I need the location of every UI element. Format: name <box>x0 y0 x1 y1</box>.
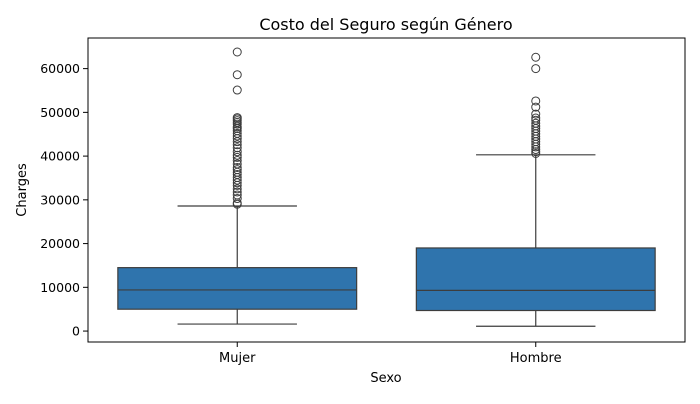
outlier-point <box>531 96 541 106</box>
outlier-point <box>232 199 242 209</box>
outlier-point <box>531 145 541 155</box>
y-tick-label: 50000 <box>40 105 80 120</box>
outlier-point <box>232 124 242 134</box>
outlier-point <box>232 152 242 162</box>
outlier-point <box>531 64 541 74</box>
x-axis-label: Sexo <box>370 371 401 386</box>
y-tick-label: 40000 <box>40 149 80 164</box>
outlier-point <box>232 180 242 190</box>
box-group-mujer <box>117 47 358 325</box>
y-tick-label: 60000 <box>40 61 80 76</box>
outlier-point <box>531 148 541 158</box>
x-tick-label: Hombre <box>510 351 562 366</box>
box-group-hombre <box>415 52 656 327</box>
outlier-point <box>232 178 242 188</box>
outlier-point <box>232 147 242 157</box>
outlier-point <box>232 194 242 204</box>
x-tick-label: Mujer <box>219 351 256 366</box>
outlier-point <box>232 134 242 144</box>
outlier-point <box>232 143 242 153</box>
chart-title: Costo del Seguro según Género <box>259 15 512 34</box>
outlier-point <box>232 155 242 165</box>
iqr-box <box>415 247 656 312</box>
outlier-point <box>232 131 242 141</box>
outlier-point <box>531 102 541 112</box>
outlier-point <box>531 109 541 119</box>
outlier-point <box>232 175 242 185</box>
outlier-point <box>232 150 242 160</box>
outlier-point <box>531 139 541 149</box>
outlier-point <box>232 137 242 147</box>
y-tick-label: 10000 <box>40 280 80 295</box>
y-tick-label: 0 <box>72 324 80 339</box>
outlier-point <box>232 187 242 197</box>
x-axis: Mujer Hombre <box>219 342 562 366</box>
y-tick-label: 30000 <box>40 192 80 207</box>
y-axis-label: Charges <box>15 163 30 217</box>
iqr-box <box>117 267 358 310</box>
outlier-point <box>232 47 242 57</box>
plot-frame <box>87 37 686 343</box>
outlier-point <box>232 119 242 129</box>
outlier-point <box>232 184 242 194</box>
outlier-point <box>232 140 242 150</box>
y-tick-label: 20000 <box>40 236 80 251</box>
plot-area <box>117 47 656 327</box>
outlier-point <box>531 52 541 62</box>
y-axis: 0 10000 20000 30000 40000 50000 60000 <box>40 61 88 339</box>
outlier-point <box>232 70 242 80</box>
outlier-point <box>531 142 541 152</box>
outlier-point <box>232 85 242 95</box>
outlier-point <box>232 162 242 172</box>
